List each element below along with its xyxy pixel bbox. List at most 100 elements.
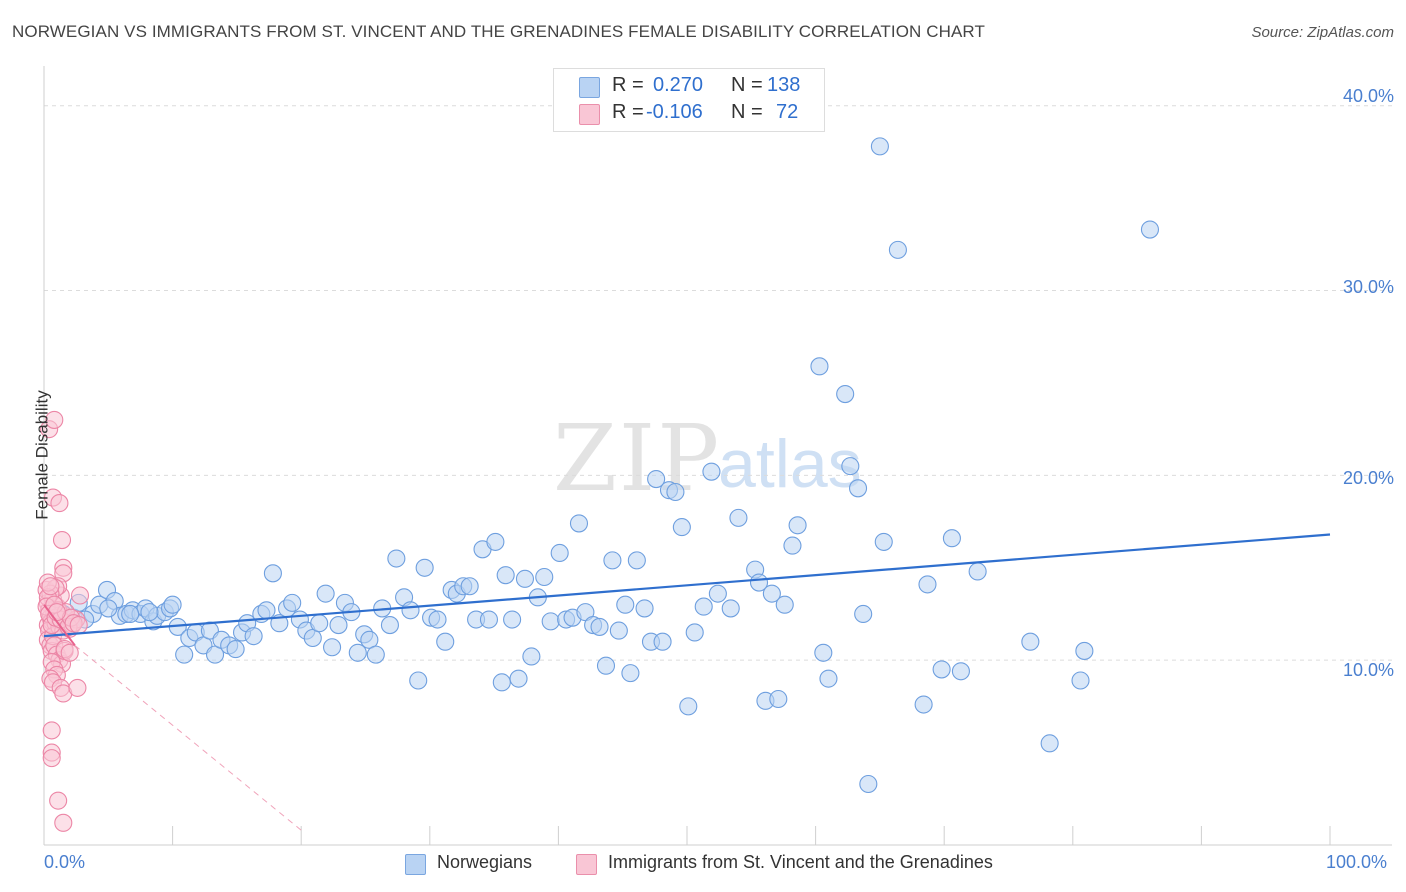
norwegian-point-88 [635, 599, 654, 618]
immigrant-point-52 [42, 749, 61, 768]
norwegian-point-39 [316, 584, 335, 603]
norwegian-point-70 [515, 569, 535, 588]
norwegian-point-34 [283, 593, 302, 612]
norwegian-point-106 [769, 689, 788, 709]
immigrant-point-50 [42, 721, 61, 740]
norwegian-point-137 [163, 595, 182, 614]
norwegian-point-124 [942, 529, 961, 548]
chart-title: NORWEGIAN VS IMMIGRANTS FROM ST. VINCENT… [12, 22, 985, 41]
norwegian-point-78 [569, 514, 589, 533]
r-label: R = [612, 101, 644, 123]
norwegian-point-118 [870, 137, 889, 156]
y-tick-label-10: 10.0% [1342, 660, 1394, 680]
norwegian-point-17 [175, 645, 194, 664]
norwegian-point-86 [621, 664, 640, 683]
stats-row-blue: R = 0.270 N = 138 [554, 74, 824, 101]
norwegian-point-52 [401, 601, 420, 620]
norwegian-point-31 [263, 564, 282, 583]
x-tick-label-100: 100.0% [1326, 852, 1388, 872]
norwegian-point-97 [694, 597, 713, 616]
norwegian-point-112 [819, 669, 838, 688]
norwegian-point-83 [603, 551, 622, 570]
legend-label-immigrants: Immigrants from St. Vincent and the Gren… [608, 852, 993, 872]
norwegian-point-93 [666, 482, 685, 502]
norwegian-point-44 [348, 643, 367, 662]
n-value: 138 [767, 74, 801, 96]
norwegian-point-121 [914, 695, 933, 714]
immigrant-point-53 [49, 791, 68, 810]
n-label: N = [731, 74, 763, 96]
norwegian-point-30 [257, 601, 276, 620]
legend-swatch-pink [576, 854, 597, 875]
immigrant-point-54 [54, 813, 73, 832]
norwegian-point-66 [492, 673, 511, 692]
norwegian-point-28 [244, 627, 263, 646]
norwegian-point-113 [836, 384, 855, 404]
norwegian-point-120 [888, 240, 907, 259]
norwegian-point-122 [918, 575, 937, 594]
norwegian-point-74 [541, 612, 560, 631]
norwegian-point-127 [1021, 632, 1040, 651]
norwegian-point-71 [522, 647, 541, 666]
r-label: R = [612, 74, 644, 96]
norwegian-point-47 [366, 645, 385, 664]
norwegian-point-99 [708, 584, 727, 603]
norwegian-point-125 [951, 662, 970, 681]
norwegian-point-111 [814, 643, 833, 662]
legend-swatch-blue [405, 854, 426, 875]
immigrant-point-30 [52, 530, 72, 550]
norwegian-point-54 [415, 558, 434, 577]
norwegian-point-69 [509, 669, 528, 688]
norwegian-point-56 [428, 610, 447, 629]
x-tick-label-0: 0.0% [44, 852, 86, 872]
r-value: 0.270 [653, 74, 704, 96]
n-value: 72 [776, 101, 799, 123]
norwegian-point-95 [679, 697, 698, 716]
norwegian-point-87 [627, 551, 646, 570]
immigrant-point-27 [45, 410, 64, 429]
norwegian-point-117 [859, 774, 878, 794]
norwegian-point-82 [596, 656, 616, 675]
immigrant-point-69 [47, 603, 66, 622]
norwegian-point-128 [1040, 734, 1059, 753]
immigrant-point-67 [41, 577, 60, 596]
r-value: -0.106 [646, 101, 703, 123]
norwegian-point-85 [616, 595, 635, 614]
norwegian-point-130 [1075, 641, 1094, 660]
immigrant-point-65 [69, 616, 88, 635]
y-tick-label-30: 30.0% [1342, 277, 1394, 297]
stats-box: R = 0.270 N = 138 R = -0.106 N = 72 [553, 68, 825, 132]
norwegian-point-110 [810, 357, 829, 376]
norwegian-trend-line [43, 533, 1331, 638]
norwegian-point-105 [762, 584, 781, 603]
norwegian-point-53 [409, 671, 428, 690]
immigrant-point-49 [68, 678, 87, 697]
norwegian-point-73 [535, 567, 554, 587]
norwegian-point-67 [496, 566, 515, 585]
norwegian-point-119 [874, 532, 893, 551]
immigrant-trend-extension [74, 645, 302, 831]
norwegian-point-50 [387, 549, 406, 568]
norwegian-point-126 [968, 562, 987, 581]
norwegian-point-131 [1140, 220, 1160, 239]
y-tick-label-40: 40.0% [1342, 86, 1394, 106]
norwegian-point-108 [783, 536, 802, 555]
norwegian-point-134 [99, 599, 118, 618]
immigrant-trend-line [43, 604, 76, 646]
norwegian-point-129 [1071, 671, 1090, 690]
immigrant-point-29 [50, 494, 69, 513]
norwegian-point-98 [702, 462, 721, 481]
norwegian-point-101 [729, 508, 748, 527]
norwegian-point-65 [486, 532, 505, 551]
norwegian-point-96 [685, 623, 704, 642]
norwegian-point-38 [310, 614, 329, 633]
norwegian-point-25 [226, 640, 245, 659]
norwegian-point-135 [121, 604, 140, 624]
y-tick-label-20: 20.0% [1342, 468, 1394, 488]
norwegian-point-81 [590, 617, 609, 636]
pink-swatch [579, 104, 600, 125]
norwegian-point-75 [550, 543, 569, 563]
watermark-atlas: atlas [718, 426, 862, 502]
norwegian-point-123 [932, 660, 951, 679]
